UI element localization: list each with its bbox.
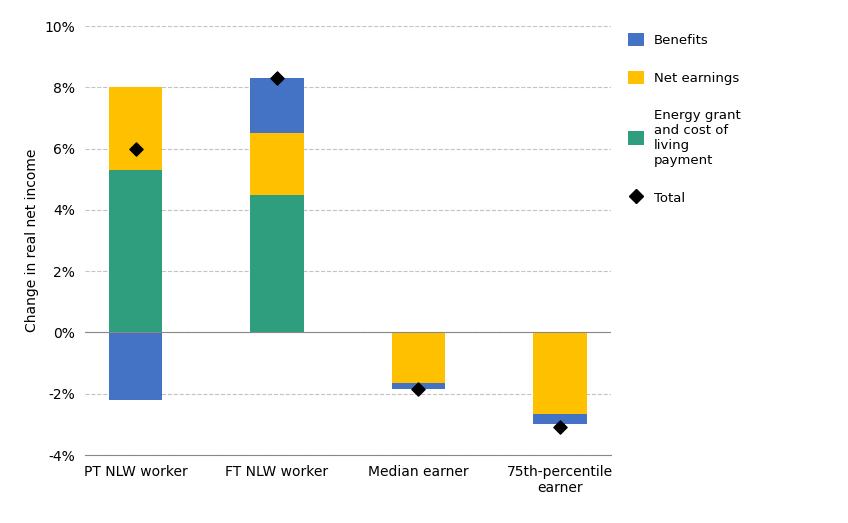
Point	[129, 144, 142, 153]
Legend: Benefits, Net earnings, Energy grant
and cost of
living
payment, Total: Benefits, Net earnings, Energy grant and…	[628, 33, 741, 204]
Bar	[533, 414, 587, 424]
Point	[271, 74, 284, 83]
Bar	[250, 133, 304, 195]
Bar	[250, 78, 304, 133]
Bar	[250, 195, 304, 333]
Point	[411, 385, 425, 393]
Y-axis label: Change in real net income: Change in real net income	[25, 149, 39, 332]
Bar	[392, 333, 445, 383]
Bar	[109, 333, 163, 400]
Point	[553, 423, 566, 431]
Bar	[109, 87, 163, 170]
Bar	[533, 333, 587, 414]
Bar	[392, 383, 445, 389]
Bar	[109, 170, 163, 333]
